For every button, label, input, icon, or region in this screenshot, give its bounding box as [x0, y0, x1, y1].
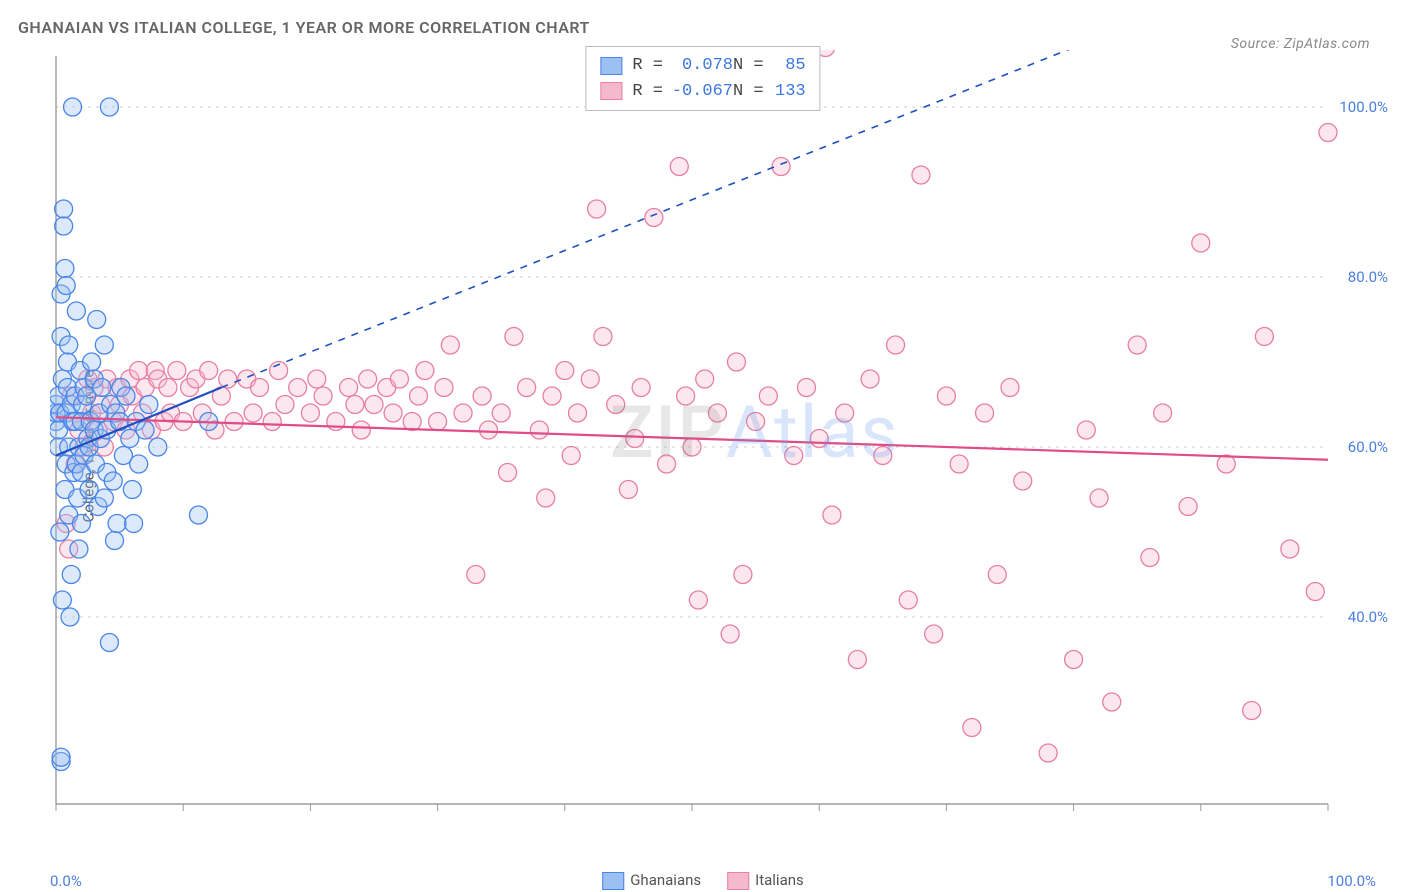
x-min-label: 0.0% [50, 872, 82, 890]
stats-box: R = 0.078 N = 85 R = -0.067 N = 133 [585, 46, 820, 111]
plot-area: ZIPAtlas [50, 50, 1370, 840]
stats-row-ghanaians: R = 0.078 N = 85 [600, 53, 805, 79]
n-value-italians: 133 [764, 79, 806, 105]
scatter-svg [50, 50, 1370, 840]
legend-item-ghanaians: Ghanaians [602, 871, 701, 890]
stats-row-italians: R = -0.067 N = 133 [600, 79, 805, 105]
x-max-label: 100.0% [1327, 872, 1376, 890]
legend-item-italians: Italians [727, 871, 804, 890]
swatch-italians-legend-icon [727, 872, 749, 890]
legend: Ghanaians Italians [602, 871, 804, 890]
swatch-ghanaians-legend-icon [602, 872, 624, 890]
r-value-italians: -0.067 [663, 79, 733, 105]
n-value-ghanaians: 85 [764, 53, 806, 79]
swatch-ghanaians-icon [600, 57, 622, 75]
y-tick-label: 60.0% [1348, 438, 1388, 456]
y-tick-label: 80.0% [1348, 268, 1388, 286]
r-value-ghanaians: 0.078 [663, 53, 733, 79]
y-tick-label: 40.0% [1348, 608, 1388, 626]
swatch-italians-icon [600, 82, 622, 100]
chart-title: GHANAIAN VS ITALIAN COLLEGE, 1 YEAR OR M… [18, 18, 1388, 37]
y-tick-label: 100.0% [1339, 98, 1388, 116]
